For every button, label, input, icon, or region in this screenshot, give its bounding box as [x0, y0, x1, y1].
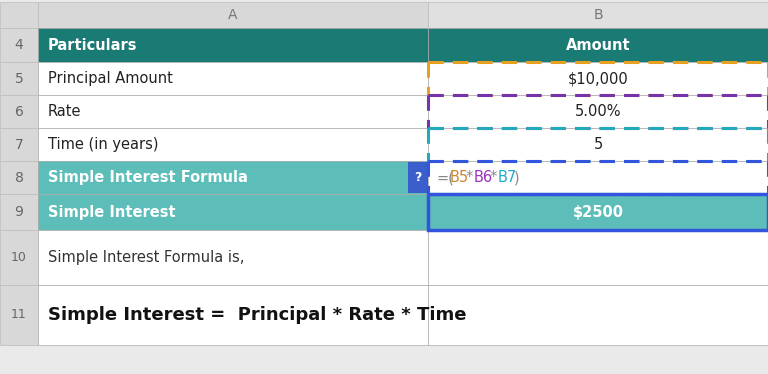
Text: ): )	[514, 170, 520, 185]
Bar	[428, 194, 768, 230]
Text: 4: 4	[15, 38, 23, 52]
Bar	[0, 95, 38, 128]
Text: Amount: Amount	[566, 37, 631, 52]
Bar	[428, 194, 768, 230]
Text: Simple Interest Formula: Simple Interest Formula	[48, 170, 248, 185]
Bar	[38, 28, 428, 62]
Text: 6: 6	[15, 104, 24, 119]
Bar	[428, 95, 768, 128]
Bar	[0, 128, 38, 161]
Bar	[38, 62, 428, 95]
Bar	[0, 194, 38, 230]
Text: 11: 11	[11, 309, 27, 322]
Bar	[408, 162, 428, 193]
Bar	[0, 62, 38, 95]
Text: 10: 10	[11, 251, 27, 264]
Text: Principal Amount: Principal Amount	[48, 71, 173, 86]
Text: =(: =(	[436, 170, 454, 185]
Text: Simple Interest =  Principal * Rate * Time: Simple Interest = Principal * Rate * Tim…	[48, 306, 466, 324]
Bar	[38, 95, 428, 128]
Bar	[0, 161, 38, 194]
Text: Simple Interest: Simple Interest	[48, 205, 176, 220]
Text: 9: 9	[15, 205, 24, 219]
Text: 7: 7	[15, 138, 23, 151]
Text: *: *	[466, 170, 473, 185]
Bar	[428, 285, 768, 345]
Text: $2500: $2500	[572, 205, 624, 220]
Text: B6: B6	[474, 170, 493, 185]
Bar	[38, 2, 428, 28]
Bar	[38, 194, 428, 230]
Text: B5: B5	[450, 170, 469, 185]
Bar	[38, 230, 428, 285]
Text: 5: 5	[15, 71, 23, 86]
Bar	[0, 230, 38, 285]
Text: Rate: Rate	[48, 104, 81, 119]
Bar	[0, 2, 38, 28]
Text: Particulars: Particulars	[48, 37, 137, 52]
Bar	[428, 128, 768, 161]
Bar	[428, 62, 768, 95]
Bar	[38, 128, 428, 161]
Text: *: *	[490, 170, 498, 185]
Bar	[428, 161, 768, 194]
Text: 5: 5	[594, 137, 603, 152]
Bar	[428, 230, 768, 285]
Bar	[38, 161, 428, 194]
Bar	[428, 2, 768, 28]
Text: B: B	[593, 8, 603, 22]
Bar	[38, 285, 428, 345]
Text: 8: 8	[15, 171, 24, 184]
Bar	[0, 285, 38, 345]
Text: Simple Interest Formula is,: Simple Interest Formula is,	[48, 250, 244, 265]
Text: Time (in years): Time (in years)	[48, 137, 158, 152]
Text: A: A	[228, 8, 238, 22]
Bar	[0, 28, 38, 62]
Text: B7: B7	[498, 170, 518, 185]
Bar	[428, 28, 768, 62]
Text: 5.00%: 5.00%	[574, 104, 621, 119]
Text: $10,000: $10,000	[568, 71, 628, 86]
Text: ?: ?	[414, 171, 422, 184]
